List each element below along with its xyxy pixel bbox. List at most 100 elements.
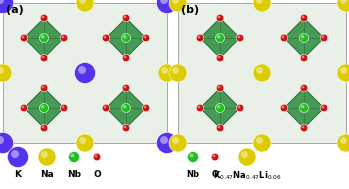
Circle shape: [104, 105, 106, 108]
Circle shape: [253, 134, 271, 152]
Circle shape: [76, 0, 94, 12]
Circle shape: [79, 0, 86, 4]
Circle shape: [190, 153, 194, 158]
Circle shape: [172, 67, 179, 74]
Text: Nb: Nb: [67, 170, 81, 179]
Circle shape: [320, 104, 328, 112]
Circle shape: [42, 56, 44, 58]
Circle shape: [158, 64, 176, 82]
Circle shape: [236, 104, 244, 112]
Circle shape: [122, 14, 130, 22]
Circle shape: [60, 104, 68, 112]
Circle shape: [213, 154, 215, 157]
Circle shape: [321, 105, 324, 108]
Circle shape: [22, 105, 24, 108]
Circle shape: [198, 105, 200, 108]
Circle shape: [237, 36, 240, 38]
Circle shape: [169, 64, 187, 82]
Circle shape: [216, 84, 224, 92]
Circle shape: [0, 0, 14, 13]
Circle shape: [299, 33, 309, 43]
Polygon shape: [284, 18, 324, 58]
Circle shape: [237, 105, 240, 108]
Circle shape: [122, 84, 130, 92]
Circle shape: [337, 0, 349, 12]
Circle shape: [0, 64, 12, 82]
Text: K$_{0.47}$Na$_{0.47}$Li$_{0.06}$: K$_{0.47}$Na$_{0.47}$Li$_{0.06}$: [213, 170, 281, 183]
Circle shape: [321, 36, 324, 38]
Circle shape: [38, 148, 56, 166]
Circle shape: [102, 104, 110, 112]
Circle shape: [282, 105, 284, 108]
Circle shape: [95, 154, 97, 157]
Circle shape: [124, 15, 126, 18]
Circle shape: [187, 152, 199, 163]
Circle shape: [217, 105, 221, 108]
Text: (a): (a): [6, 5, 24, 15]
Circle shape: [172, 137, 179, 144]
Circle shape: [216, 124, 224, 132]
Circle shape: [160, 0, 168, 4]
Circle shape: [70, 153, 75, 158]
Circle shape: [40, 54, 48, 62]
Circle shape: [20, 34, 28, 42]
Circle shape: [22, 36, 24, 38]
Circle shape: [302, 15, 304, 18]
Circle shape: [93, 153, 101, 161]
Text: Na: Na: [40, 170, 54, 179]
Circle shape: [253, 64, 271, 82]
Circle shape: [11, 150, 19, 158]
Bar: [178, 3, 346, 143]
Circle shape: [215, 104, 224, 112]
Circle shape: [217, 15, 220, 18]
Circle shape: [76, 134, 94, 152]
Circle shape: [0, 67, 4, 74]
Circle shape: [74, 63, 96, 84]
Circle shape: [0, 132, 14, 153]
Circle shape: [41, 35, 44, 38]
Circle shape: [169, 0, 187, 12]
Circle shape: [300, 14, 308, 22]
Circle shape: [196, 104, 204, 112]
Circle shape: [124, 125, 126, 128]
Circle shape: [42, 85, 44, 88]
Circle shape: [280, 104, 288, 112]
Circle shape: [300, 54, 308, 62]
Circle shape: [217, 85, 220, 88]
Circle shape: [215, 33, 224, 43]
Circle shape: [40, 124, 48, 132]
Circle shape: [39, 33, 49, 43]
Circle shape: [337, 64, 349, 82]
Circle shape: [301, 35, 304, 38]
Polygon shape: [284, 88, 324, 128]
Circle shape: [340, 0, 347, 4]
Polygon shape: [200, 88, 240, 128]
Circle shape: [0, 136, 4, 144]
Circle shape: [211, 153, 219, 161]
Circle shape: [238, 148, 256, 166]
Polygon shape: [24, 18, 64, 58]
Text: O: O: [211, 170, 218, 179]
Bar: [3, 3, 167, 143]
Circle shape: [216, 54, 224, 62]
Circle shape: [320, 34, 328, 42]
Circle shape: [42, 15, 44, 18]
Circle shape: [300, 124, 308, 132]
Circle shape: [299, 104, 309, 112]
Circle shape: [79, 137, 86, 144]
Circle shape: [42, 125, 44, 128]
Circle shape: [241, 151, 248, 158]
Polygon shape: [24, 88, 64, 128]
Circle shape: [217, 125, 220, 128]
Circle shape: [217, 56, 220, 58]
Circle shape: [61, 36, 64, 38]
Circle shape: [236, 34, 244, 42]
Circle shape: [302, 56, 304, 58]
Circle shape: [302, 125, 304, 128]
Text: Nb: Nb: [186, 170, 200, 179]
Circle shape: [216, 14, 224, 22]
Circle shape: [253, 0, 271, 12]
Polygon shape: [106, 18, 146, 58]
Circle shape: [121, 104, 131, 112]
Circle shape: [256, 67, 263, 74]
